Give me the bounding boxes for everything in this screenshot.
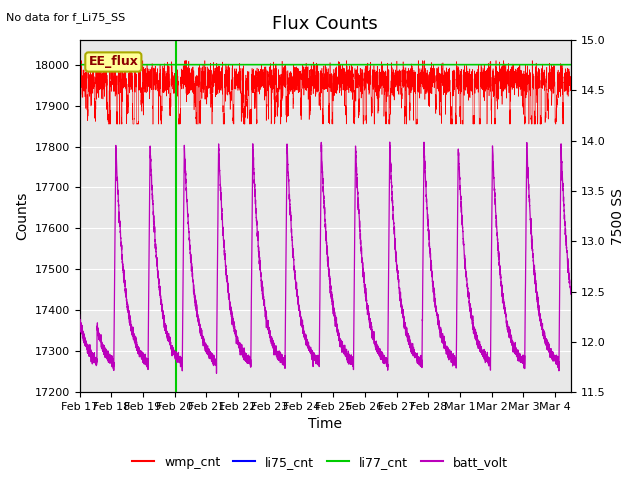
Y-axis label: Counts: Counts: [15, 192, 29, 240]
X-axis label: Time: Time: [308, 418, 342, 432]
Y-axis label: 7500 SS: 7500 SS: [611, 188, 625, 244]
Text: EE_flux: EE_flux: [88, 56, 138, 69]
Text: No data for f_Li75_SS: No data for f_Li75_SS: [6, 12, 125, 23]
Legend: wmp_cnt, li75_cnt, li77_cnt, batt_volt: wmp_cnt, li75_cnt, li77_cnt, batt_volt: [127, 451, 513, 474]
Title: Flux Counts: Flux Counts: [273, 15, 378, 33]
